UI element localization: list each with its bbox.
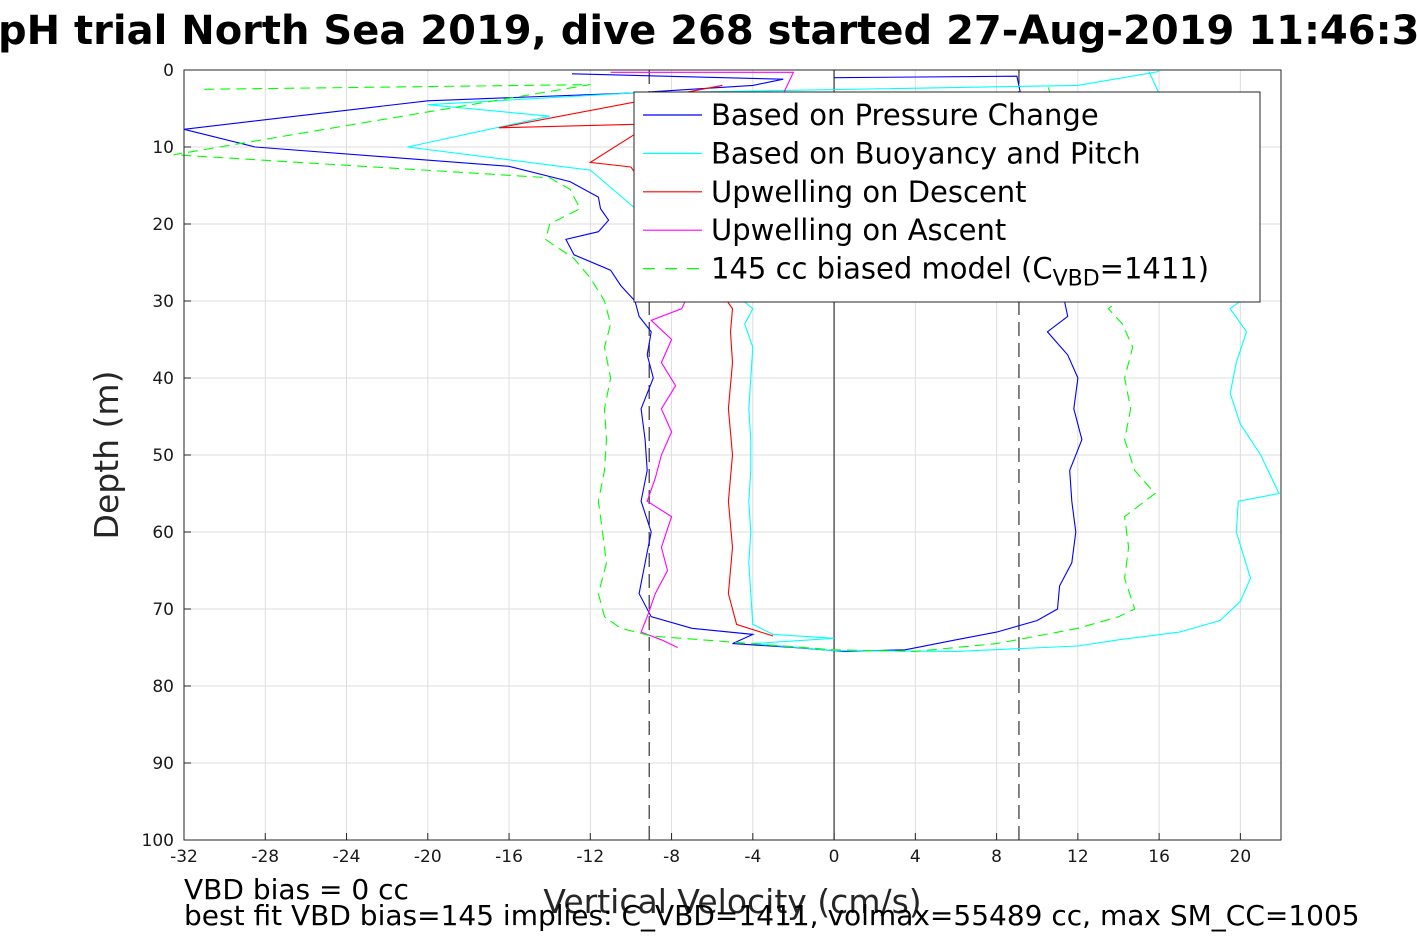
legend-box — [633, 91, 1261, 303]
x-tick-label: -16 — [495, 847, 523, 867]
x-tick-label: -8 — [663, 847, 680, 867]
series-line-3 — [498, 84, 774, 637]
y-tick-label: 90 — [152, 754, 174, 774]
bias-note: VBD bias = 0 cc — [184, 873, 409, 906]
legend-label: 145 cc biased model (CVBD=1411) — [711, 252, 1209, 292]
x-tick-label: -32 — [170, 847, 198, 867]
x-ticks: -32 -28 -24 -20 -16 -12 -8 -4 0 4 8 12 16 20 — [170, 833, 1251, 867]
y-tick-label: 70 — [152, 600, 174, 620]
x-tick-label: -24 — [333, 847, 361, 867]
y-tick-label: 80 — [152, 677, 174, 697]
notes: VBD bias = 0 cc best fit VBD bias=145 im… — [184, 873, 1360, 932]
x-tick-label: 12 — [1067, 847, 1089, 867]
x-tick-label: 20 — [1230, 847, 1252, 867]
y-tick-label: 50 — [152, 446, 174, 466]
x-tick-label: -20 — [414, 847, 442, 867]
y-tick-label: 100 — [142, 831, 174, 851]
x-tick-label: -28 — [251, 847, 279, 867]
legend-label: Based on Buoyancy and Pitch — [711, 136, 1141, 170]
y-ticks: 0 10 20 30 40 50 60 70 80 90 100 — [142, 61, 191, 851]
x-tick-label: 16 — [1148, 847, 1170, 867]
series-group — [173, 70, 1280, 652]
y-axis-label: Depth (m) — [87, 371, 126, 540]
legend-label: Upwelling on Descent — [711, 175, 1027, 209]
best-fit-note: best fit VBD bias=145 implies: C_VBD=141… — [184, 899, 1360, 932]
legend-label: Based on Pressure Change — [711, 98, 1099, 132]
legend: Based on Pressure Change Based on Buoyanc… — [633, 91, 1261, 303]
y-tick-label: 60 — [152, 523, 174, 543]
legend-label: Upwelling on Ascent — [711, 213, 1006, 247]
series-line-2 — [407, 70, 1280, 652]
series-line-1 — [183, 73, 1083, 652]
y-tick-label: 30 — [152, 292, 174, 312]
x-axis-label: Vertical Velocity (cm/s) — [543, 882, 921, 921]
y-tick-label: 10 — [152, 138, 174, 158]
chart-title: pH trial North Sea 2019, dive 268 starte… — [0, 8, 1417, 54]
x-tick-label: -12 — [576, 847, 604, 867]
series-line-4 — [610, 71, 795, 648]
x-tick-label: -4 — [744, 847, 761, 867]
y-tick-label: 20 — [152, 215, 174, 235]
x-tick-label: 4 — [910, 847, 921, 867]
y-tick-label: 40 — [152, 369, 174, 389]
y-tick-label: 0 — [163, 61, 174, 81]
x-tick-label: 8 — [991, 847, 1002, 867]
x-tick-label: 0 — [829, 847, 840, 867]
series-line-5 — [173, 84, 1156, 652]
